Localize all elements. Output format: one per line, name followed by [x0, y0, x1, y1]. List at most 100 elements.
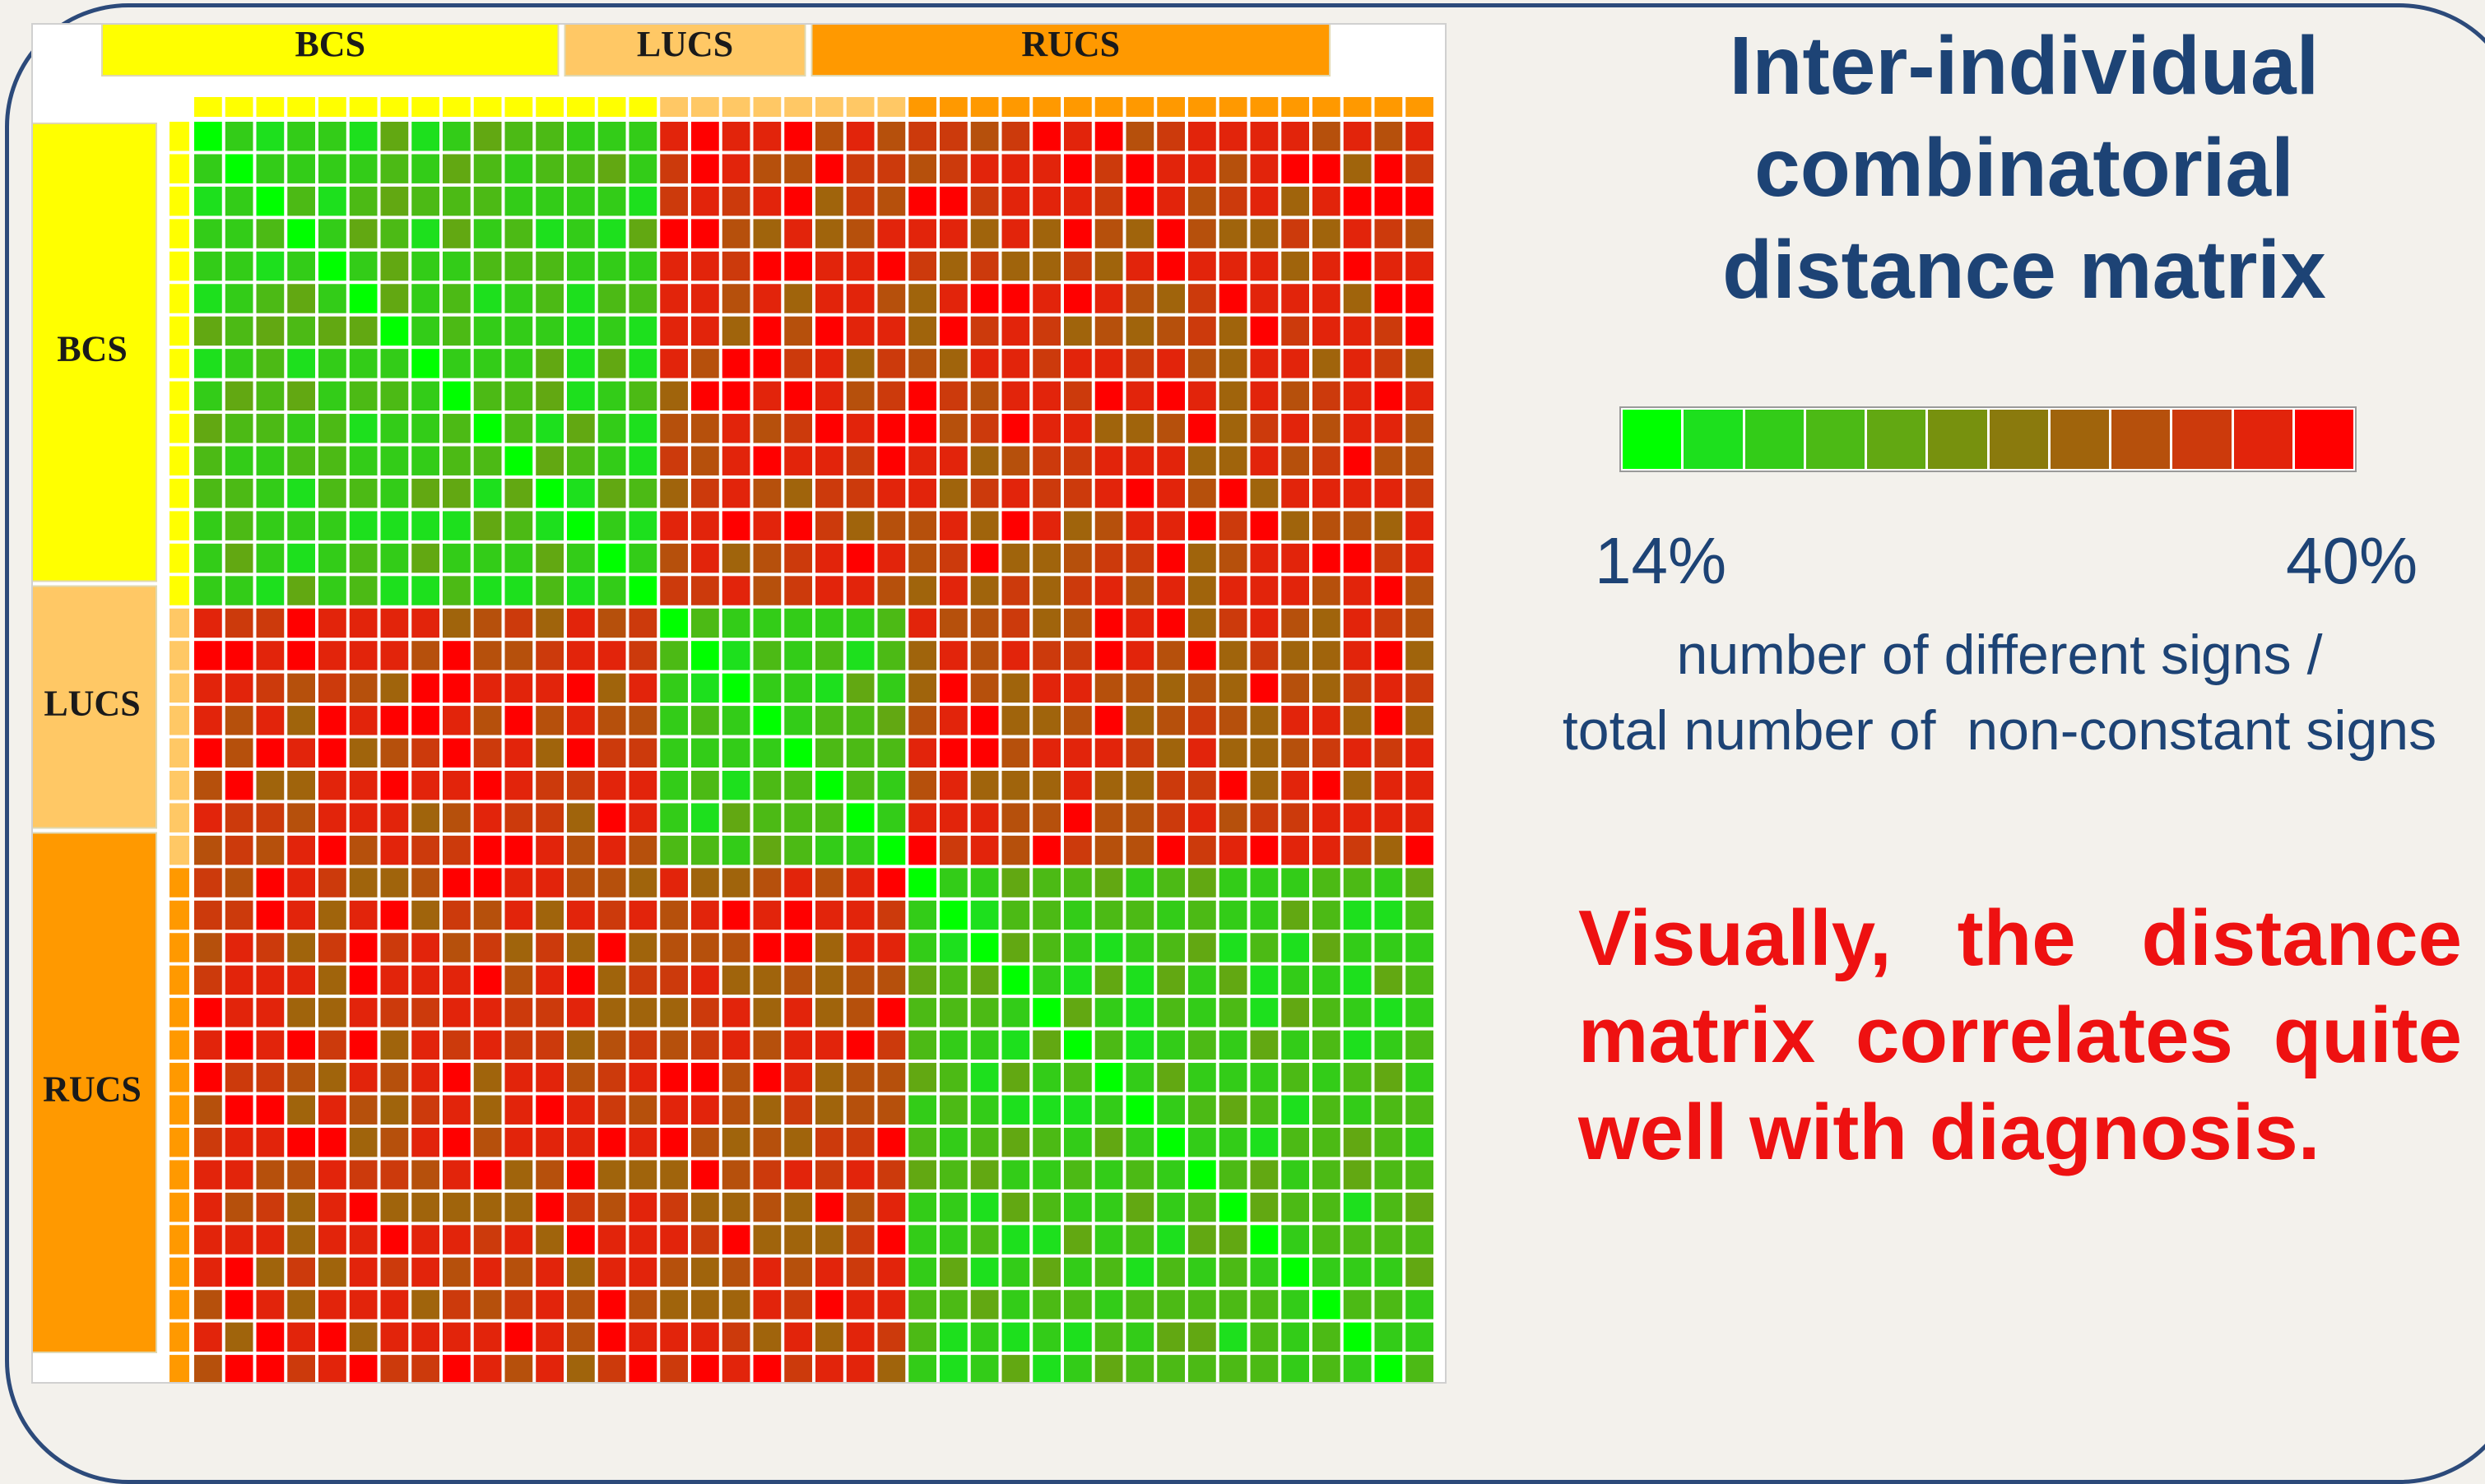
matrix-cell: [970, 251, 999, 281]
matrix-cell: [1405, 284, 1433, 313]
matrix-cell: [815, 1192, 843, 1222]
matrix-cell: [473, 1063, 502, 1092]
matrix-cell: [784, 576, 812, 605]
left-strip-cell: [170, 965, 189, 995]
matrix-cell: [256, 1063, 285, 1092]
top-group-header-lucs: [564, 25, 806, 77]
matrix-cell: [691, 1257, 719, 1287]
matrix-cell: [970, 1095, 999, 1125]
matrix-cell: [970, 543, 999, 573]
matrix-cell: [1126, 1095, 1154, 1125]
matrix-cell: [194, 1192, 222, 1222]
left-strip-cell: [170, 154, 189, 183]
matrix-cell: [287, 284, 315, 313]
matrix-cell: [1001, 738, 1030, 768]
matrix-cell: [691, 1160, 719, 1190]
matrix-cell: [1064, 511, 1092, 540]
matrix-cell: [287, 1063, 315, 1092]
matrix-cell: [1126, 1160, 1154, 1190]
matrix-cell: [1064, 543, 1092, 573]
matrix-cell: [1343, 381, 1372, 411]
matrix-cell: [473, 446, 502, 475]
matrix-cell: [1250, 543, 1279, 573]
matrix-cell: [1250, 738, 1279, 768]
matrix-cell: [536, 284, 564, 313]
matrix-cell: [629, 1030, 657, 1060]
matrix-cell: [877, 608, 906, 638]
matrix-cell: [536, 219, 564, 248]
matrix-cell: [536, 933, 564, 962]
matrix-cell: [660, 1355, 688, 1382]
matrix-cell: [722, 608, 750, 638]
matrix-cell: [536, 1095, 564, 1125]
matrix-cell: [411, 122, 439, 151]
matrix-cell: [256, 122, 285, 151]
matrix-cell: [877, 381, 906, 411]
matrix-cell: [940, 414, 968, 443]
matrix-cell: [1343, 965, 1372, 995]
matrix-cell: [287, 835, 315, 865]
matrix-cell: [660, 1192, 688, 1222]
matrix-cell: [225, 965, 253, 995]
top-group-header-bcs: [101, 25, 560, 77]
matrix-cell: [629, 349, 657, 378]
legend-swatch-10: [2172, 410, 2232, 469]
matrix-cell: [597, 1225, 626, 1254]
matrix-cell: [1001, 1063, 1030, 1092]
matrix-cell: [536, 511, 564, 540]
matrix-cell: [1312, 1290, 1340, 1319]
matrix-cell: [722, 511, 750, 540]
matrix-cell: [908, 511, 936, 540]
matrix-cell: [536, 706, 564, 735]
matrix-cell: [970, 900, 999, 930]
matrix-cell: [815, 803, 843, 832]
matrix-cell: [194, 576, 222, 605]
matrix-cell: [629, 1127, 657, 1157]
matrix-cell: [970, 803, 999, 832]
matrix-cell: [536, 1322, 564, 1352]
matrix-cell: [225, 349, 253, 378]
matrix-cell: [970, 446, 999, 475]
matrix-cell: [940, 965, 968, 995]
matrix-cell: [1033, 608, 1061, 638]
matrix-cell: [877, 900, 906, 930]
matrix-cell: [597, 349, 626, 378]
matrix-cell: [225, 284, 253, 313]
matrix-cell: [1188, 511, 1216, 540]
matrix-cell: [940, 122, 968, 151]
matrix-cell: [1157, 186, 1185, 216]
matrix-cell: [660, 1030, 688, 1060]
matrix-cell: [722, 933, 750, 962]
matrix-cell: [908, 576, 936, 605]
matrix-cell: [1188, 478, 1216, 508]
matrix-cell: [194, 414, 222, 443]
matrix-cell: [349, 965, 378, 995]
matrix-cell: [318, 186, 346, 216]
matrix-cell: [1374, 543, 1403, 573]
matrix-cell: [349, 835, 378, 865]
matrix-cell: [691, 803, 719, 832]
matrix-cell: [815, 998, 843, 1027]
matrix-cell: [815, 1095, 843, 1125]
top-strip-cell: [411, 97, 439, 117]
matrix-cell: [287, 673, 315, 703]
matrix-cell: [1343, 316, 1372, 346]
matrix-cell: [784, 900, 812, 930]
matrix-cell: [1157, 1063, 1185, 1092]
matrix-cell: [1126, 478, 1154, 508]
matrix-cell: [1064, 349, 1092, 378]
matrix-cell: [411, 673, 439, 703]
matrix-cell: [225, 1225, 253, 1254]
matrix-cell: [536, 1030, 564, 1060]
matrix-cell: [784, 219, 812, 248]
matrix-cell: [256, 284, 285, 313]
matrix-cell: [1033, 511, 1061, 540]
matrix-cell: [1157, 706, 1185, 735]
matrix-cell: [753, 1063, 782, 1092]
matrix-cell: [443, 1192, 471, 1222]
matrix-cell: [1094, 1160, 1123, 1190]
matrix-cell: [536, 803, 564, 832]
matrix-cell: [940, 576, 968, 605]
top-strip-cell: [349, 97, 378, 117]
matrix-cell: [1343, 738, 1372, 768]
